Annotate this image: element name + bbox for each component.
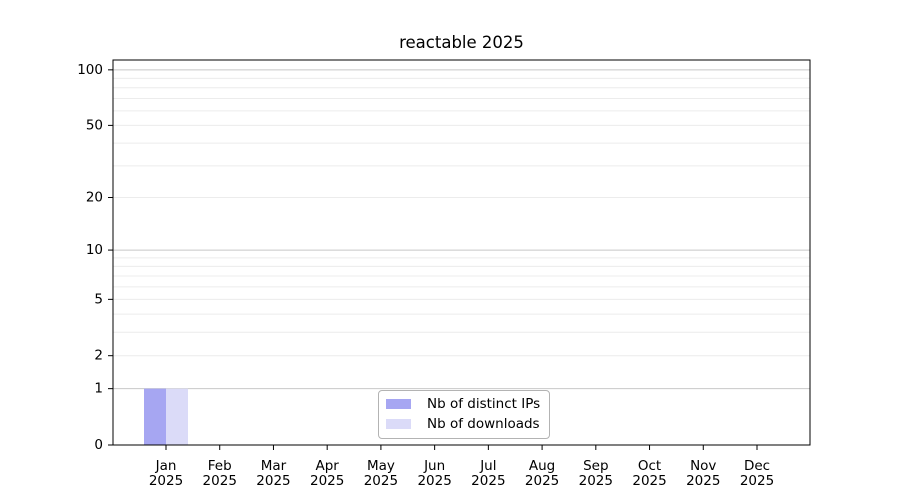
x-tick-label-month: Aug (529, 458, 555, 474)
x-tick-label-year: 2025 (256, 473, 290, 489)
x-tick-label-month: Apr (316, 458, 340, 474)
x-tick-label-month: Feb (208, 458, 232, 474)
x-tick-label-year: 2025 (740, 473, 774, 489)
bar-jan-series2 (166, 388, 188, 445)
x-tick-label-year: 2025 (525, 473, 559, 489)
x-tick-label-year: 2025 (686, 473, 720, 489)
chart-title: reactable 2025 (399, 33, 524, 52)
x-tick-label-month: Jan (155, 458, 177, 474)
legend-swatch-distinct-ips (386, 399, 411, 409)
x-tick-label-year: 2025 (149, 473, 183, 489)
x-tick-label-month: Jul (479, 458, 496, 474)
x-tick-label-year: 2025 (632, 473, 666, 489)
y-tick-label: 100 (77, 62, 103, 78)
y-tick-label: 20 (86, 190, 103, 206)
x-tick-label-year: 2025 (417, 473, 451, 489)
legend-item-downloads: Nb of downloads (386, 415, 540, 433)
x-tick-label-year: 2025 (471, 473, 505, 489)
y-tick-label: 2 (94, 348, 103, 364)
y-tick-label: 1 (94, 381, 103, 397)
x-tick-label-month: Mar (261, 458, 287, 474)
x-tick-label-month: Nov (690, 458, 716, 474)
bar-jan-series1 (144, 388, 166, 445)
x-tick-label-month: May (367, 458, 395, 474)
x-tick-label-month: Oct (638, 458, 661, 474)
x-tick-label-year: 2025 (364, 473, 398, 489)
x-tick-label-month: Dec (744, 458, 770, 474)
y-tick-label: 5 (94, 291, 103, 307)
legend-item-distinct-ips: Nb of distinct IPs (386, 395, 540, 413)
legend-label-downloads: Nb of downloads (427, 416, 540, 432)
legend-label-distinct-ips: Nb of distinct IPs (427, 396, 541, 412)
x-tick-label-year: 2025 (203, 473, 237, 489)
y-tick-label: 10 (86, 242, 103, 258)
legend: Nb of distinct IPs Nb of downloads (378, 390, 551, 439)
y-tick-label: 50 (86, 117, 103, 133)
x-tick-label-year: 2025 (310, 473, 344, 489)
x-tick-label-year: 2025 (579, 473, 613, 489)
y-tick-label: 0 (94, 437, 103, 453)
axis-frame (112, 59, 811, 446)
x-tick-label-month: Sep (583, 458, 608, 474)
x-tick-label-month: Jun (423, 458, 445, 474)
legend-swatch-downloads (386, 419, 411, 429)
